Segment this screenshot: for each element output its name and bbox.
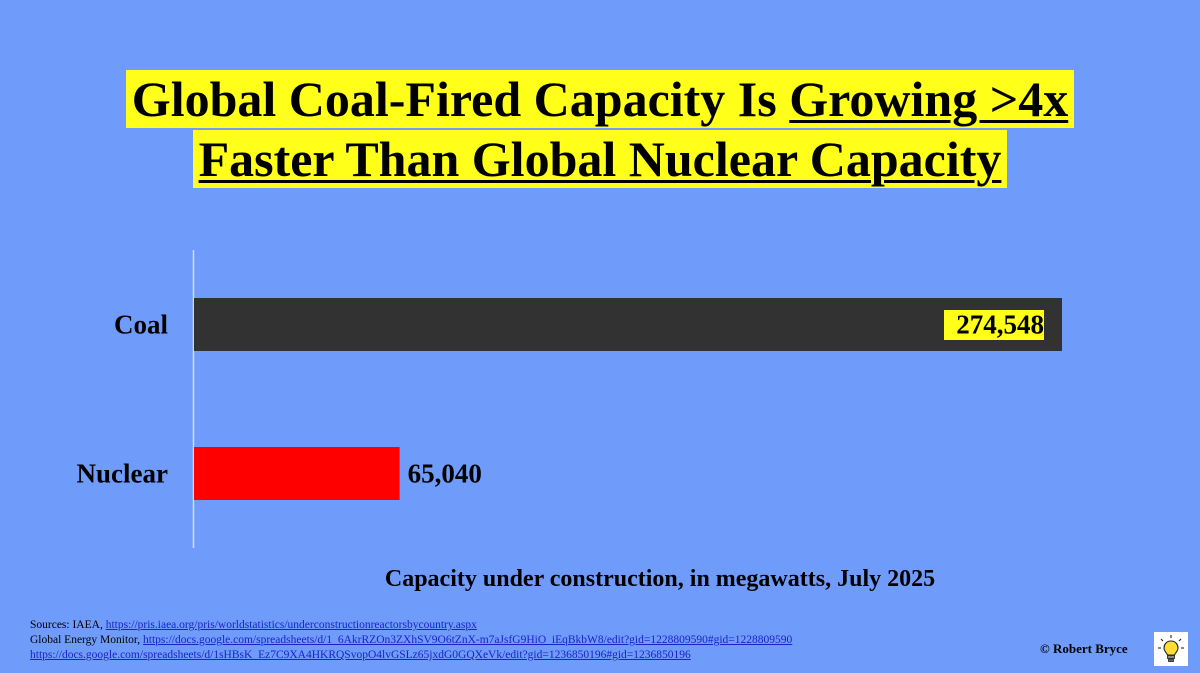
title-line-1: Global Coal-Fired Capacity Is Growing >4… (125, 70, 1075, 128)
category-label-nuclear: Nuclear (77, 459, 168, 489)
source-2-link[interactable]: https://docs.google.com/spreadsheets/d/1… (143, 634, 793, 646)
x-axis-label: Capacity under construction, in megawatt… (384, 566, 936, 592)
title-line-2: Faster Than Global Nuclear Capacity (192, 130, 1008, 188)
source-line-3: https://docs.google.com/spreadsheets/d/1… (30, 648, 792, 663)
chart-title: Global Coal-Fired Capacity Is Growing >4… (0, 70, 1200, 188)
source-1-prefix: Sources: IAEA, (30, 619, 106, 631)
bar-nuclear (194, 447, 400, 500)
category-label-coal: Coal (114, 310, 168, 340)
title-line-1-emphasis: Growing >4x (789, 71, 1069, 127)
value-label-highlight-coal (944, 310, 1044, 340)
bar-chart: Coal 274,548 Nuclear 65,040 (77, 250, 1062, 548)
sources-block: Sources: IAEA, https://pris.iaea.org/pri… (30, 618, 792, 663)
title-line-1-text: Global Coal-Fired Capacity Is (131, 71, 790, 127)
source-line-1: Sources: IAEA, https://pris.iaea.org/pri… (30, 618, 792, 633)
source-2-prefix: Global Energy Monitor, (30, 634, 144, 646)
bar-coal (194, 298, 1062, 351)
value-label-coal: 274,548 (956, 310, 1044, 340)
credit-text: © Robert Bryce (1040, 641, 1128, 656)
bars-group: Coal 274,548 Nuclear 65,040 (77, 298, 1062, 500)
value-label-nuclear: 65,040 (408, 459, 482, 489)
source-3-link[interactable]: https://docs.google.com/spreadsheets/d/1… (30, 649, 691, 661)
source-1-link[interactable]: https://pris.iaea.org/pris/worldstatisti… (105, 619, 477, 631)
source-line-2: Global Energy Monitor, https://docs.goog… (30, 633, 792, 648)
lightbulb-icon (1154, 632, 1188, 666)
